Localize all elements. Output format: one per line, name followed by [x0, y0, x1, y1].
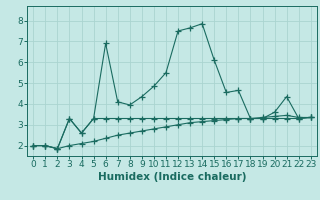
- X-axis label: Humidex (Indice chaleur): Humidex (Indice chaleur): [98, 172, 246, 182]
